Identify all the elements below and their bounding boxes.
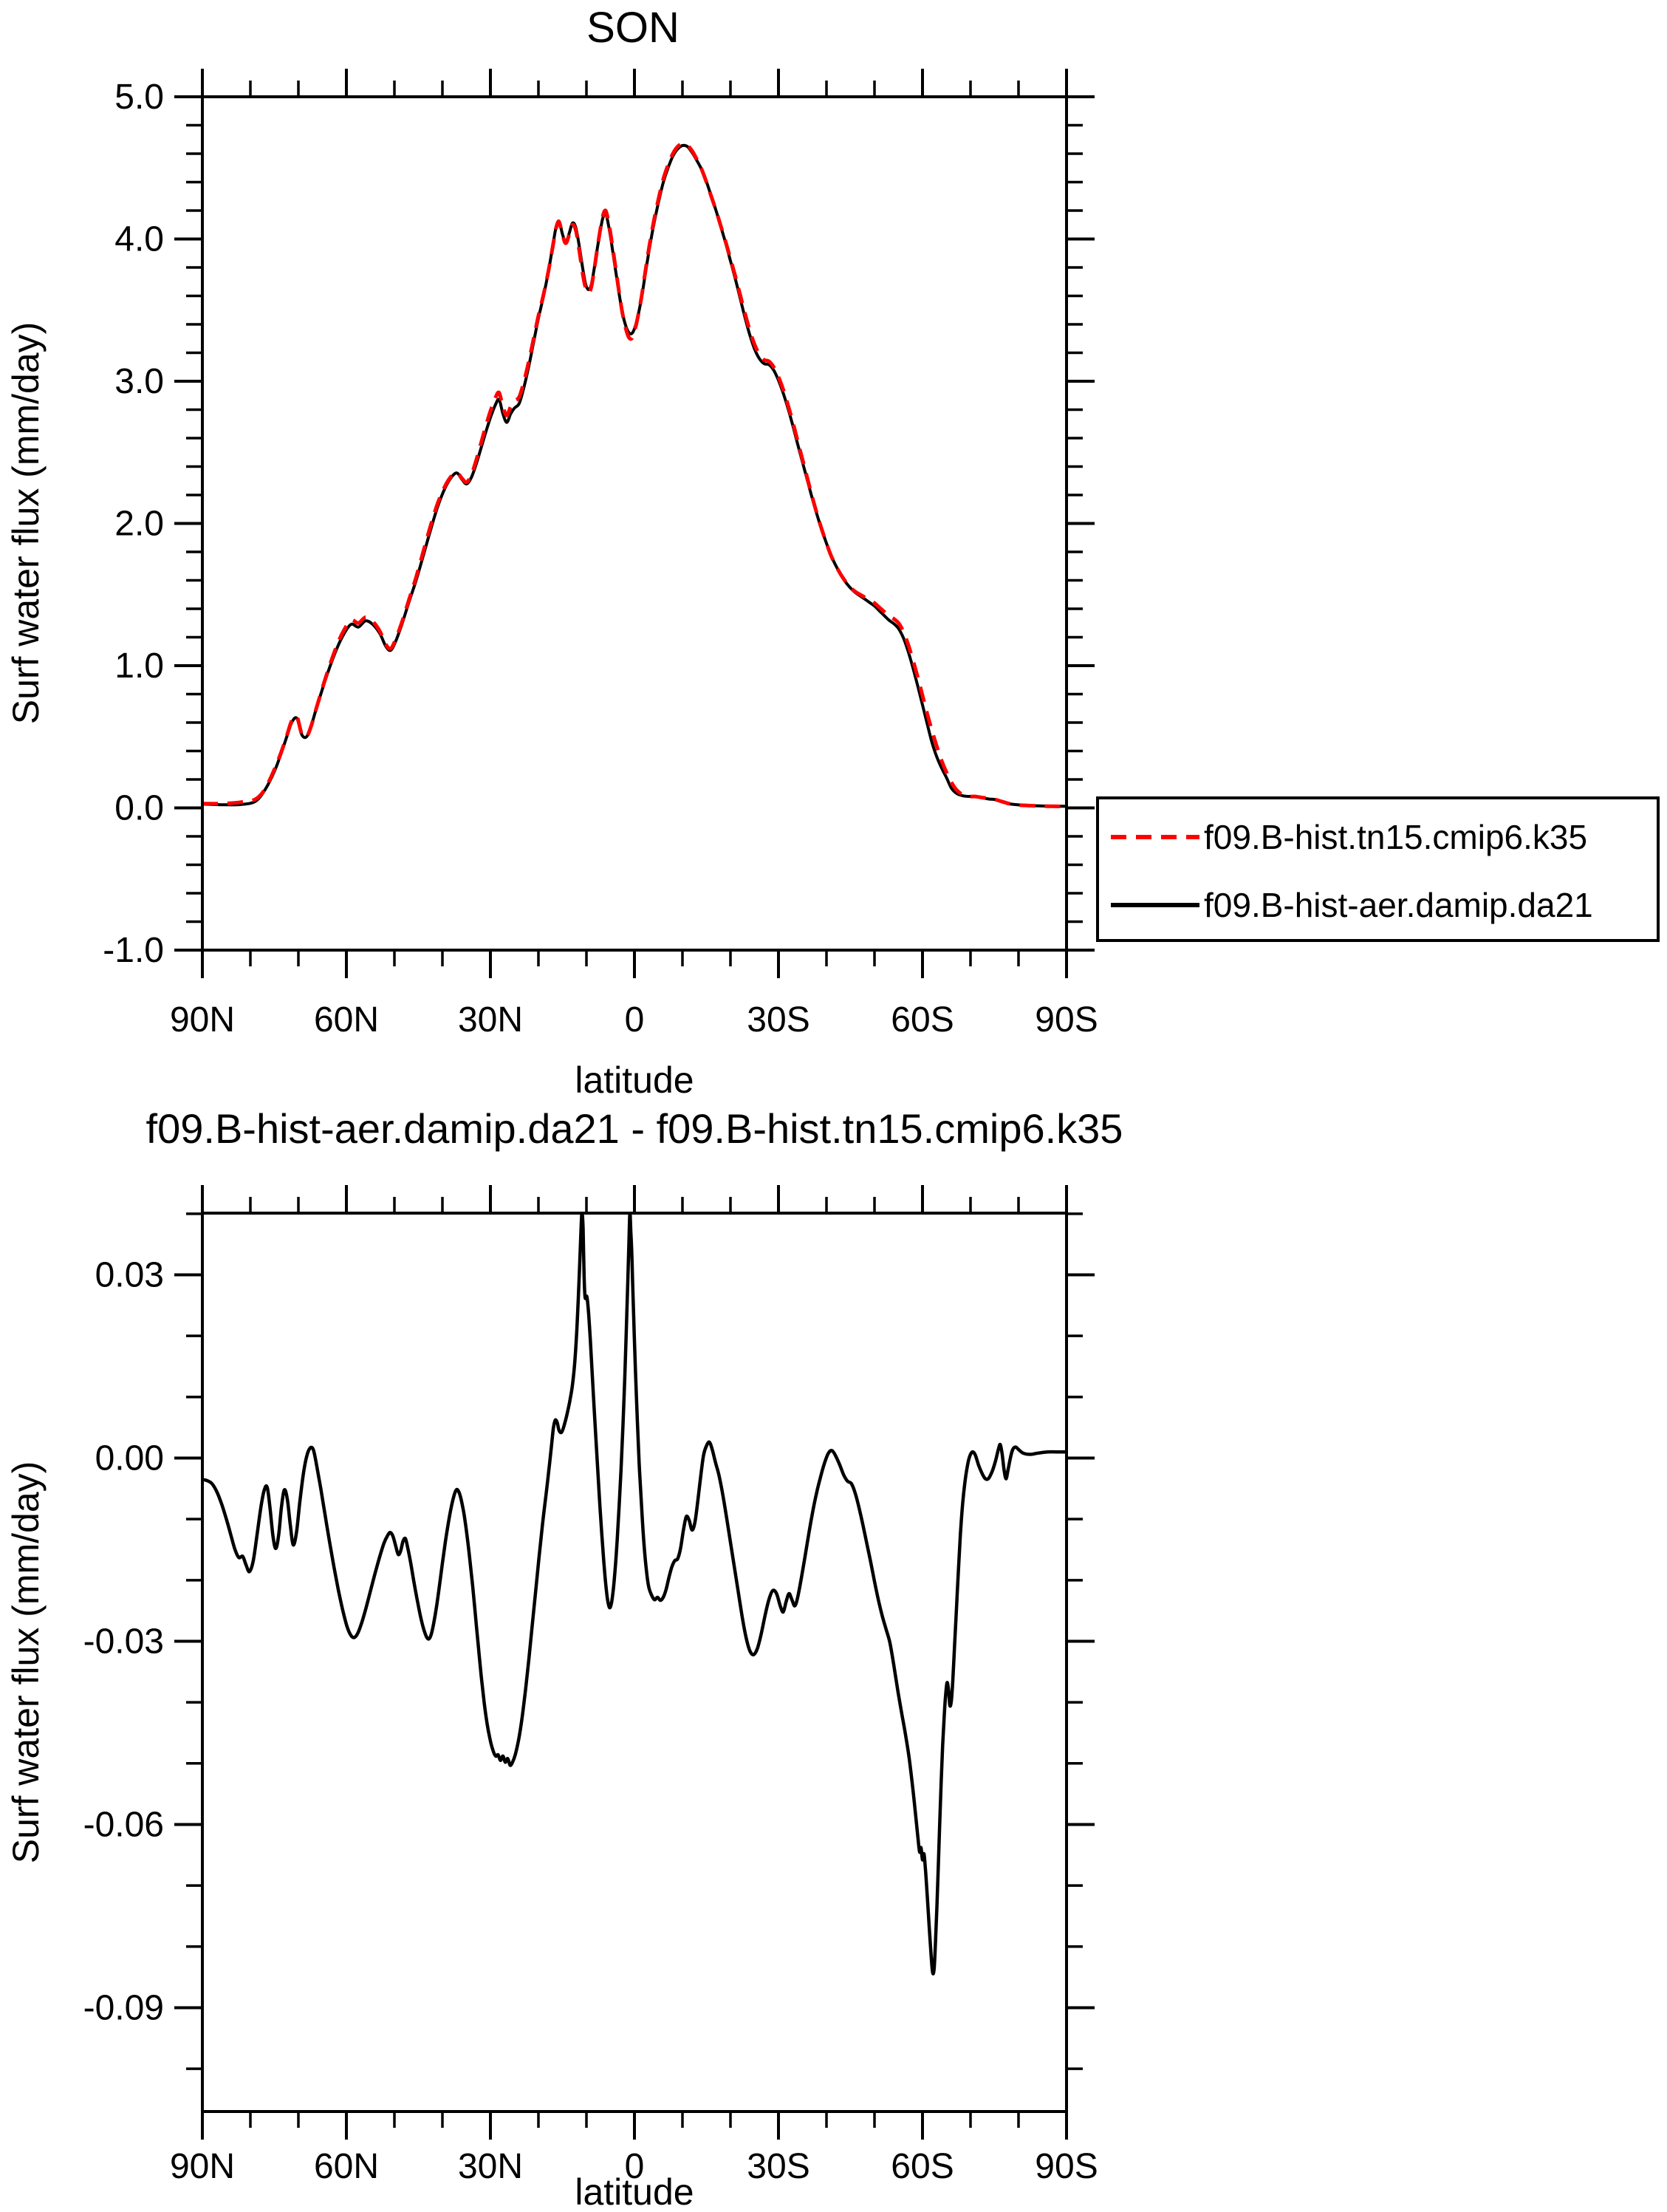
legend-label-red: f09.B-hist.tn15.cmip6.k35 [1204, 818, 1587, 856]
x-tick-label: 90S [1035, 2147, 1098, 2186]
bottom-panel-xlabel: latitude [575, 2171, 694, 2212]
legend-box [1096, 796, 1660, 942]
y-tick-label: -0.03 [83, 1622, 164, 1661]
x-tick-label: 0 [625, 2147, 645, 2186]
x-tick-label: 90S [1035, 1000, 1098, 1040]
top-panel-plot-area: 90N 60N 30N 0 30S 60S 90S 5.0 4.0 3.0 2.0 1.0 0.0 -1.… [103, 69, 1098, 1040]
x-tick-label: 90N [170, 1000, 235, 1040]
x-tick-label: 60N [314, 2147, 379, 2186]
plot-frame [201, 95, 1068, 952]
legend-label-black: f09.B-hist-aer.damip.da21 [1204, 886, 1593, 924]
x-tick-label: 30N [458, 1000, 523, 1040]
y-tick-label: 0.0 [114, 789, 164, 828]
y-tick-label: -0.09 [83, 1988, 164, 2027]
top-panel-title: SON [586, 4, 680, 52]
x-tick-label: 60S [891, 1000, 954, 1040]
y-tick-label: 0.03 [95, 1255, 164, 1294]
y-tick-label: 0.00 [95, 1438, 164, 1478]
y-tick-label: 2.0 [114, 505, 164, 544]
curve-difference [202, 1213, 1067, 1976]
legend: f09.B-hist.tn15.cmip6.k35 f09.B-hist-aer… [1096, 796, 1660, 942]
bottom-panel-ylabel: Surf water flux (mm/day) [5, 1461, 47, 1864]
curve-group [202, 141, 1067, 809]
curve-red-dashed [202, 141, 1067, 809]
top-panel-ylabel: Surf water flux (mm/day) [5, 322, 47, 725]
x-tick-label: 60N [314, 1000, 379, 1040]
curve-group [202, 1213, 1067, 1976]
y-tick-label: 5.0 [114, 78, 164, 117]
x-tick-label: 0 [625, 1000, 645, 1040]
y-tick-label: 3.0 [114, 362, 164, 401]
x-tick-label: 90N [170, 2147, 235, 2186]
y-tick-label: -1.0 [103, 931, 164, 970]
bottom-panel-title: f09.B-hist-aer.damip.da21 - f09.B-hist.t… [146, 1105, 1123, 1152]
y-tick-label: -0.06 [83, 1805, 164, 1844]
y-tick-label: 4.0 [114, 220, 164, 259]
x-tick-label: 30S [747, 2147, 809, 2186]
x-tick-label: 60S [891, 2147, 954, 2186]
x-tick-label: 30S [747, 1000, 809, 1040]
bottom-panel-plot-area: 90N 60N 30N 0 30S 60S 90S 0.03 0.00 -0.03 -0.06 -0.… [83, 1185, 1098, 2186]
top-panel-xlabel: latitude [575, 1059, 694, 1101]
curve-black-solid [202, 143, 1067, 808]
x-tick-label: 30N [458, 2147, 523, 2186]
y-tick-label: 1.0 [114, 646, 164, 686]
